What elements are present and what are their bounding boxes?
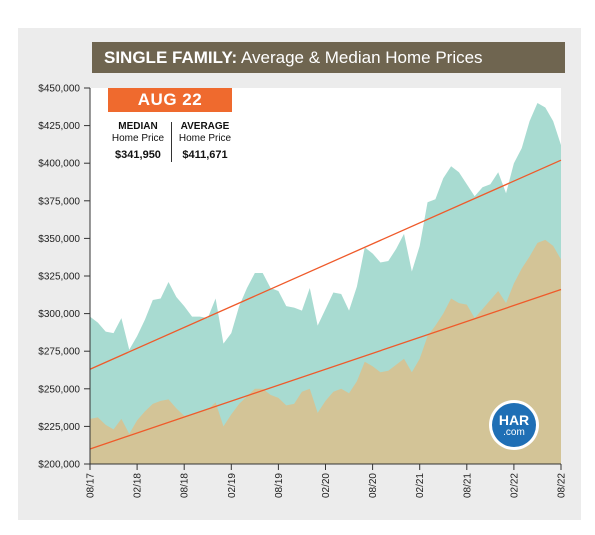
x-tick-label: 08/20 <box>368 473 379 498</box>
average-value: $411,671 <box>182 149 228 161</box>
chart-title-rest: Average & Median Home Prices <box>237 48 483 67</box>
y-tick-label: $250,000 <box>38 384 80 395</box>
chart-title: SINGLE FAMILY: Average & Median Home Pri… <box>92 42 565 73</box>
chart-title-bold: SINGLE FAMILY: <box>104 48 238 67</box>
median-sublabel: Home Price <box>111 133 165 144</box>
x-tick-label: 08/17 <box>86 473 97 498</box>
x-tick-label: 08/19 <box>274 473 285 498</box>
y-tick-label: $450,000 <box>38 84 80 95</box>
y-tick-label: $325,000 <box>38 272 80 283</box>
median-value: $341,950 <box>115 149 161 161</box>
area-median <box>90 239 561 464</box>
y-tick-label: $300,000 <box>38 309 80 320</box>
har-logo-subtext: .com <box>503 427 525 438</box>
median-label: MEDIAN <box>118 121 158 132</box>
trendline-average <box>89 159 562 370</box>
average-label: AVERAGE <box>180 121 230 132</box>
x-tick-label: 02/19 <box>227 473 238 498</box>
har-logo-text: HAR <box>498 412 530 428</box>
average-sublabel: Home Price <box>178 133 232 144</box>
y-tick-label: $375,000 <box>38 196 80 207</box>
x-tick-label: 02/22 <box>509 473 520 498</box>
x-tick-label: 02/21 <box>415 473 426 498</box>
x-tick-label: 08/21 <box>462 473 473 498</box>
x-tick-label: 02/20 <box>321 473 332 498</box>
y-tick-label: $200,000 <box>38 460 80 471</box>
stat-divider <box>171 122 172 162</box>
x-tick-label: 02/18 <box>133 473 144 498</box>
date-badge: AUG 22 <box>108 88 232 112</box>
x-tick-label: 08/22 <box>557 473 568 498</box>
y-tick-label: $400,000 <box>38 159 80 170</box>
average-stat: AVERAGE Home Price $411,671 <box>174 121 236 162</box>
y-tick-label: $275,000 <box>38 347 80 358</box>
y-tick-label: $425,000 <box>38 121 80 132</box>
trendline-median <box>89 288 562 450</box>
x-tick-label: 08/18 <box>180 473 191 498</box>
y-tick-label: $225,000 <box>38 422 80 433</box>
median-stat: MEDIAN Home Price $341,950 <box>108 121 168 162</box>
har-logo-badge: HAR .com <box>492 403 536 447</box>
har-logo: HAR .com <box>489 400 539 450</box>
y-tick-label: $350,000 <box>38 234 80 245</box>
